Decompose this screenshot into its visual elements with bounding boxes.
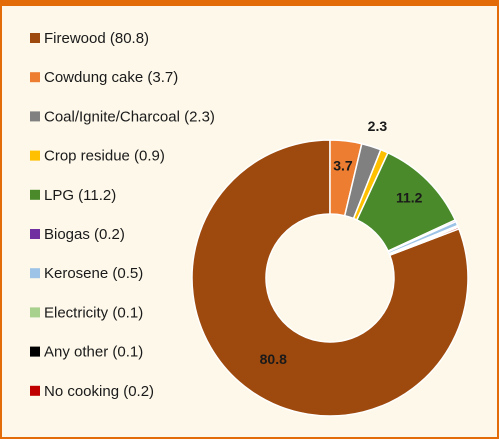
top-stripe (0, 0, 499, 6)
legend-swatch (30, 268, 40, 279)
donut-slice (388, 226, 460, 257)
legend-label: Crop residue (0.9) (44, 148, 165, 165)
legend-swatch (30, 307, 40, 318)
data-label: 80.8 (260, 351, 287, 367)
data-labels: 80.8 3.7 2.3 11.2 (260, 118, 423, 367)
legend-label: Kerosene (0.5) (44, 265, 143, 282)
data-label: 3.7 (333, 157, 353, 173)
legend-label: Cowdung cake (3.7) (44, 69, 178, 86)
legend-swatch (30, 189, 40, 200)
donut-slice (191, 139, 469, 417)
legend-swatch (30, 229, 40, 239)
legend-swatch (30, 385, 40, 396)
data-label: 2.3 (368, 118, 388, 134)
legend-label: Firewood (80.8) (44, 30, 149, 47)
legend-label: Biogas (0.2) (44, 226, 125, 243)
legend-swatch (30, 346, 40, 357)
legend-label: LPG (11.2) (44, 187, 116, 204)
legend-swatch (30, 72, 40, 83)
legend-label: Coal/Ignite/Charcoal (2.3) (44, 108, 215, 125)
legend-label: No cooking (0.2) (44, 383, 154, 400)
legend-swatch (30, 33, 40, 43)
legend-label: Any other (0.1) (44, 344, 143, 361)
legend-label: Electricity (0.1) (44, 304, 143, 321)
legend: Firewood (80.8) Cowdung cake (3.7) Coal/Ig… (30, 30, 215, 400)
data-label: 11.2 (396, 190, 423, 206)
legend-swatch (30, 150, 40, 161)
donut (191, 139, 469, 417)
legend-swatch (30, 111, 40, 122)
